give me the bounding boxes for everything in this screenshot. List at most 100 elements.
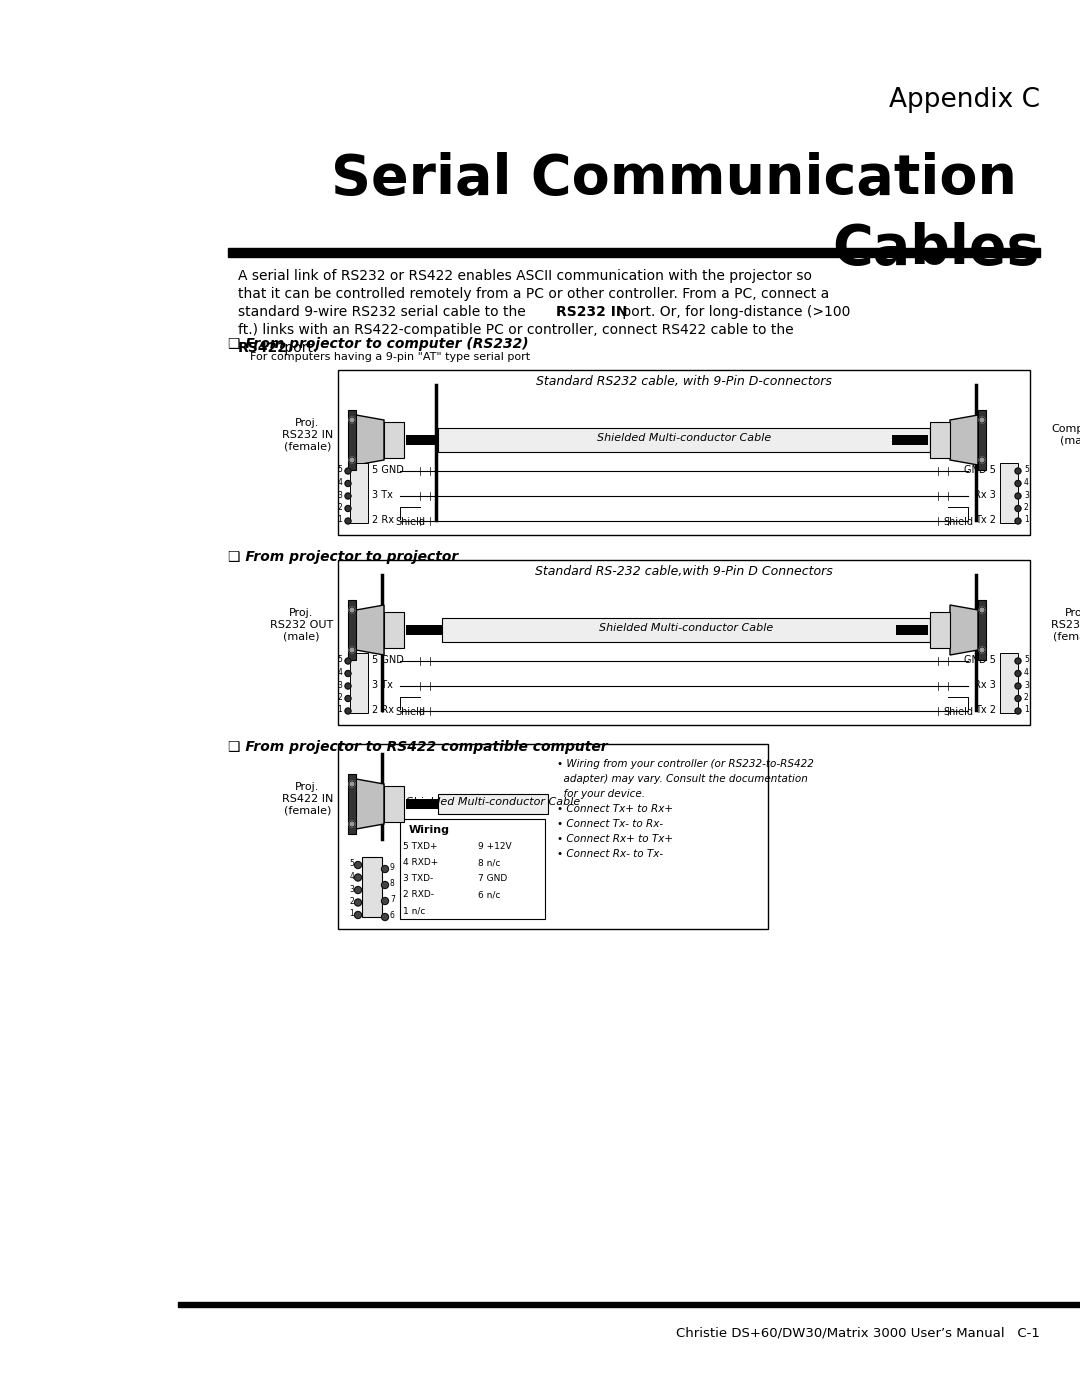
Text: A serial link of RS232 or RS422 enables ASCII communication with the projector s: A serial link of RS232 or RS422 enables … (238, 270, 812, 284)
Text: Rx 3: Rx 3 (974, 680, 996, 690)
Circle shape (345, 468, 351, 474)
Text: Proj.
RS422 IN
(female): Proj. RS422 IN (female) (282, 782, 333, 816)
Text: 5 TXD+: 5 TXD+ (403, 842, 437, 851)
Text: Serial Communication: Serial Communication (330, 152, 1017, 205)
Text: Shield: Shield (395, 707, 426, 717)
Circle shape (1015, 481, 1021, 486)
Bar (930, 612, 950, 648)
Text: standard 9-wire RS232 serial cable to the: standard 9-wire RS232 serial cable to th… (238, 305, 530, 319)
Text: ft.) links with an RS422-compatible PC or controller, connect RS422 cable to the: ft.) links with an RS422-compatible PC o… (238, 323, 794, 337)
Text: that it can be controlled remotely from a PC or other controller. From a PC, con: that it can be controlled remotely from … (238, 286, 829, 300)
Circle shape (1015, 493, 1021, 499)
Polygon shape (950, 415, 978, 465)
Circle shape (1015, 671, 1021, 676)
Circle shape (1015, 518, 1021, 524)
Text: 1: 1 (1024, 705, 1029, 714)
Text: 8: 8 (390, 880, 395, 888)
Text: 3: 3 (1024, 490, 1029, 500)
Polygon shape (356, 605, 384, 655)
Text: Shield: Shield (395, 517, 426, 527)
Bar (362, 856, 382, 916)
Text: 3 TXD-: 3 TXD- (403, 875, 433, 883)
Text: 2: 2 (337, 693, 342, 703)
Bar (348, 774, 356, 834)
Circle shape (1015, 696, 1021, 701)
Bar (406, 624, 442, 636)
Circle shape (345, 671, 351, 676)
Text: 1 n/c: 1 n/c (403, 907, 426, 915)
Circle shape (345, 708, 351, 714)
Text: 1: 1 (337, 705, 342, 714)
Polygon shape (356, 780, 384, 828)
Bar (438, 427, 930, 453)
Bar (338, 560, 1030, 725)
Text: GND 5: GND 5 (964, 465, 996, 475)
Circle shape (345, 493, 351, 499)
Bar (348, 409, 356, 469)
Text: GND 5: GND 5 (964, 655, 996, 665)
Bar (892, 434, 928, 446)
Circle shape (349, 608, 355, 613)
Text: 2 RXD-: 2 RXD- (403, 890, 434, 900)
Text: 2: 2 (1024, 503, 1029, 511)
Bar (406, 799, 438, 809)
Text: for your device.: for your device. (557, 789, 645, 799)
Circle shape (345, 696, 351, 701)
Text: 3 Tx: 3 Tx (372, 680, 393, 690)
Text: • Connect Rx+ to Tx+: • Connect Rx+ to Tx+ (557, 834, 673, 844)
Circle shape (354, 911, 362, 918)
Circle shape (349, 781, 355, 787)
Circle shape (1015, 683, 1021, 689)
Circle shape (354, 875, 362, 882)
Circle shape (349, 821, 355, 827)
Text: Shielded Multi-conductor Cable: Shielded Multi-conductor Cable (599, 623, 773, 633)
Bar (930, 422, 950, 458)
Bar (405, 821, 453, 837)
Circle shape (1015, 506, 1021, 511)
Text: port.: port. (280, 341, 318, 355)
Text: 7: 7 (390, 895, 395, 904)
Circle shape (978, 608, 985, 613)
Polygon shape (356, 415, 384, 465)
Text: 3: 3 (1024, 680, 1029, 690)
Circle shape (354, 862, 362, 869)
Text: 6: 6 (390, 911, 395, 921)
Bar (228, 249, 1040, 257)
Circle shape (345, 481, 351, 486)
Text: Tx 2: Tx 2 (975, 705, 996, 715)
Bar (384, 787, 404, 821)
Text: 8 n/c: 8 n/c (477, 858, 500, 868)
Text: MALE: MALE (410, 799, 434, 807)
Bar (338, 370, 1030, 535)
Text: For computers having a 9-pin "AT" type serial port: For computers having a 9-pin "AT" type s… (249, 352, 530, 362)
Text: 5 GND: 5 GND (372, 655, 404, 665)
Text: 5: 5 (349, 859, 354, 869)
Text: Shield: Shield (943, 517, 973, 527)
Text: 2: 2 (349, 897, 354, 907)
Text: • Connect Tx- to Rx-: • Connect Tx- to Rx- (557, 819, 663, 828)
Text: • Connect Tx+ to Rx+: • Connect Tx+ to Rx+ (557, 805, 673, 814)
Text: 4: 4 (1024, 668, 1029, 678)
Text: ❑ From projector to computer (RS232): ❑ From projector to computer (RS232) (228, 337, 528, 351)
Bar (978, 409, 986, 469)
Text: Proj.
RS232 IN
(female): Proj. RS232 IN (female) (282, 418, 333, 451)
Text: RS422: RS422 (238, 341, 288, 355)
Bar (400, 819, 545, 919)
Text: 1: 1 (337, 515, 342, 524)
Text: 3: 3 (337, 680, 342, 690)
Text: 2 Rx: 2 Rx (372, 705, 394, 715)
Circle shape (1015, 658, 1021, 664)
Circle shape (345, 518, 351, 524)
Text: MALE: MALE (900, 624, 923, 633)
Text: 4: 4 (1024, 478, 1029, 488)
Bar (178, 1302, 1080, 1308)
Text: 2: 2 (337, 503, 342, 511)
Bar (442, 617, 930, 643)
Text: 2 Rx: 2 Rx (372, 515, 394, 525)
Circle shape (381, 897, 389, 904)
Bar (1000, 462, 1018, 522)
Circle shape (354, 900, 362, 907)
Bar (350, 462, 368, 522)
Circle shape (978, 457, 985, 462)
Text: FEMALE: FEMALE (893, 434, 927, 443)
